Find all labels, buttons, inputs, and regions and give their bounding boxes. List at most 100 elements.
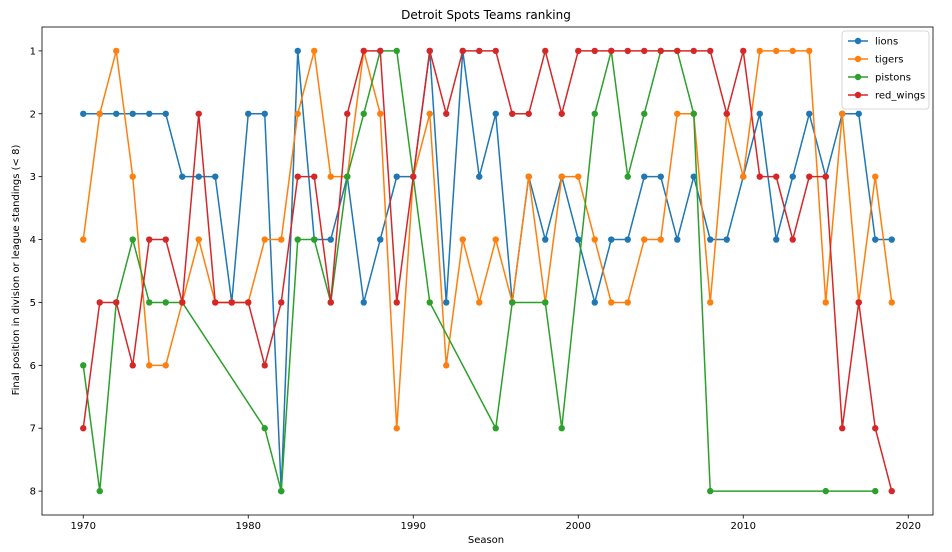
data-point-lions bbox=[245, 110, 252, 117]
data-point-red_wings bbox=[212, 299, 219, 306]
data-point-pistons bbox=[129, 236, 136, 243]
data-point-tigers bbox=[740, 173, 747, 180]
data-point-lions bbox=[624, 236, 631, 243]
legend-label-lions: lions bbox=[875, 37, 898, 48]
data-point-red_wings bbox=[608, 47, 615, 55]
data-point-pistons bbox=[146, 299, 153, 306]
data-point-tigers bbox=[773, 47, 780, 55]
data-point-red_wings bbox=[344, 110, 351, 117]
data-point-lions bbox=[195, 173, 202, 180]
data-point-tigers bbox=[525, 173, 532, 180]
data-point-red_wings bbox=[393, 299, 400, 306]
data-point-red_wings bbox=[410, 173, 417, 180]
data-point-red_wings bbox=[146, 236, 153, 243]
data-point-tigers bbox=[492, 236, 499, 243]
data-point-lions bbox=[591, 299, 598, 306]
data-point-pistons bbox=[641, 110, 648, 117]
data-point-lions bbox=[641, 173, 648, 180]
data-point-tigers bbox=[311, 47, 318, 55]
data-point-pistons bbox=[294, 236, 301, 243]
data-point-red_wings bbox=[228, 299, 235, 306]
data-point-lions bbox=[855, 110, 862, 117]
data-point-lions bbox=[113, 110, 120, 117]
data-point-pistons bbox=[509, 299, 516, 306]
data-point-lions bbox=[162, 110, 169, 117]
legend-marker-pistons bbox=[854, 73, 862, 81]
x-tick-label: 1990 bbox=[401, 521, 426, 532]
data-point-tigers bbox=[195, 236, 202, 243]
data-point-pistons bbox=[162, 299, 169, 306]
data-point-tigers bbox=[657, 236, 664, 243]
data-point-lions bbox=[723, 236, 730, 243]
data-point-red_wings bbox=[657, 47, 664, 55]
y-tick-label: 4 bbox=[30, 235, 36, 246]
data-point-tigers bbox=[80, 236, 87, 243]
data-point-red_wings bbox=[822, 173, 829, 180]
data-point-tigers bbox=[575, 173, 582, 180]
data-point-red_wings bbox=[96, 299, 103, 306]
y-axis-label: Final position in division or league sta… bbox=[11, 145, 22, 396]
data-point-red_wings bbox=[80, 425, 87, 432]
data-point-red_wings bbox=[690, 47, 697, 55]
data-point-lions bbox=[179, 173, 186, 180]
y-tick-label: 2 bbox=[30, 109, 36, 120]
data-point-lions bbox=[707, 236, 714, 243]
data-point-pistons bbox=[690, 110, 697, 117]
series-pistons bbox=[80, 47, 879, 495]
data-point-red_wings bbox=[179, 299, 186, 306]
data-point-lions bbox=[657, 173, 664, 180]
data-point-lions bbox=[872, 236, 879, 243]
data-point-pistons bbox=[591, 110, 598, 117]
data-point-red_wings bbox=[426, 47, 433, 55]
data-point-tigers bbox=[624, 299, 631, 306]
legend-label-pistons: pistons bbox=[875, 73, 911, 84]
data-point-pistons bbox=[96, 487, 103, 495]
data-point-red_wings bbox=[525, 110, 532, 117]
data-point-red_wings bbox=[327, 299, 334, 306]
x-tick-label: 2000 bbox=[566, 521, 591, 532]
data-point-lions bbox=[773, 236, 780, 243]
series-tigers bbox=[80, 47, 895, 432]
data-point-tigers bbox=[476, 299, 483, 306]
data-point-red_wings bbox=[624, 47, 631, 55]
data-point-lions bbox=[690, 173, 697, 180]
data-point-tigers bbox=[96, 110, 103, 117]
data-point-red_wings bbox=[294, 173, 301, 180]
data-point-pistons bbox=[624, 173, 631, 180]
data-point-lions bbox=[443, 299, 450, 306]
data-point-pistons bbox=[278, 487, 285, 495]
y-tick-label: 3 bbox=[30, 172, 36, 183]
data-point-red_wings bbox=[311, 173, 318, 180]
data-point-lions bbox=[327, 236, 334, 243]
data-point-red_wings bbox=[129, 362, 136, 369]
data-point-red_wings bbox=[839, 425, 846, 432]
data-point-tigers bbox=[872, 173, 879, 180]
data-point-tigers bbox=[129, 173, 136, 180]
y-tick-label: 6 bbox=[30, 361, 36, 372]
legend-label-tigers: tigers bbox=[875, 55, 904, 66]
y-tick-label: 8 bbox=[30, 487, 36, 498]
data-point-red_wings bbox=[459, 47, 466, 55]
data-point-red_wings bbox=[641, 47, 648, 55]
data-point-lions bbox=[261, 110, 268, 117]
data-point-tigers bbox=[641, 236, 648, 243]
y-tick-label: 7 bbox=[30, 424, 36, 435]
data-point-red_wings bbox=[492, 47, 499, 55]
data-point-tigers bbox=[327, 173, 334, 180]
data-point-red_wings bbox=[756, 173, 763, 180]
x-tick-label: 2020 bbox=[896, 521, 921, 532]
data-point-red_wings bbox=[740, 47, 747, 55]
legend-box bbox=[841, 30, 930, 110]
data-point-tigers bbox=[822, 299, 829, 306]
series-line-pistons bbox=[82, 50, 876, 492]
data-point-tigers bbox=[674, 110, 681, 117]
legend: lions tigers pistons red_wings bbox=[841, 30, 930, 110]
data-point-red_wings bbox=[245, 299, 252, 306]
data-point-red_wings bbox=[509, 110, 516, 117]
data-point-lions bbox=[608, 236, 615, 243]
data-point-tigers bbox=[839, 110, 846, 117]
data-point-pistons bbox=[426, 299, 433, 306]
data-point-tigers bbox=[393, 425, 400, 432]
